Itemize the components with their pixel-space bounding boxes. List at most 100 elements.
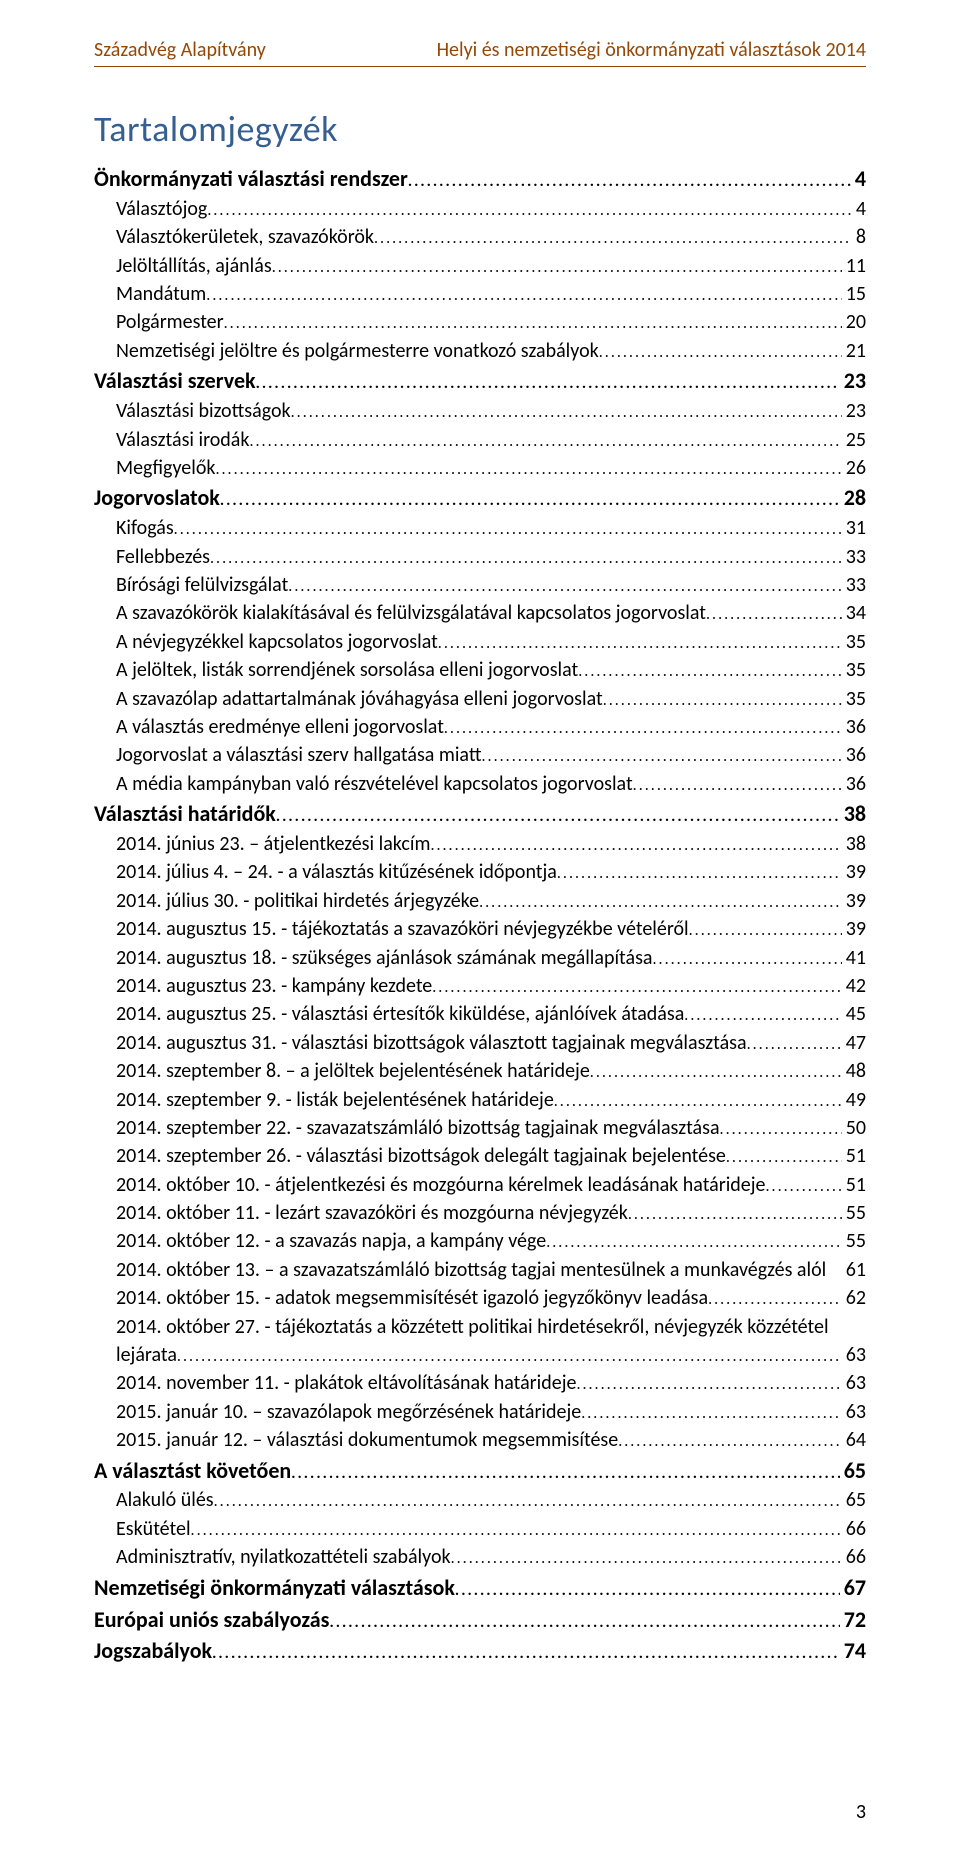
toc-label[interactable]: Alakuló ülés [116,1486,214,1514]
toc-page: 74 [840,1635,866,1667]
toc-page: 33 [842,571,866,599]
toc-page: 39 [842,887,866,915]
toc-label[interactable]: Polgármester [116,308,224,336]
toc-leader [603,690,842,713]
toc-leader [747,1034,842,1057]
toc-label[interactable]: Adminisztratív, nyilatkozattételi szabál… [116,1543,451,1571]
toc-leader [590,1062,842,1085]
toc-label[interactable]: lejárata [116,1341,177,1369]
toc-label[interactable]: 2014. szeptember 8. – a jelöltek bejelen… [116,1057,590,1085]
toc-label[interactable]: 2014. november 11. - plakátok eltávolítá… [116,1369,576,1397]
toc-entry: 2015. január 10. – szavazólapok megőrzés… [94,1398,866,1426]
toc-label[interactable]: Választójog [116,195,207,223]
toc-label[interactable]: 2014. augusztus 31. - választási bizotts… [116,1029,747,1057]
toc-entry: Megfigyelők 26 [94,454,866,482]
toc-page: 63 [842,1341,866,1369]
toc-label[interactable]: 2014. július 4. – 24. - a választás kitű… [116,858,557,886]
toc-label[interactable]: 2014. szeptember 26. - választási bizott… [116,1142,726,1170]
toc-title: Tartalomjegyzék [94,107,866,151]
toc-entry: 2014. október 15. - adatok megsemmisítés… [94,1284,866,1312]
toc-leader [546,1232,842,1255]
toc-label[interactable]: 2014. augusztus 23. - kampány kezdete [116,972,432,1000]
toc-entry: Önkormányzati választási rendszer 4 [94,163,866,195]
toc-leader [291,402,842,425]
toc-label[interactable]: 2014. szeptember 9. - listák bejelentésé… [116,1086,554,1114]
toc-label[interactable]: A szavazólap adattartalmának jóváhagyása… [116,685,603,713]
toc-entry: lejárata 63 [94,1341,866,1369]
toc-entry: Adminisztratív, nyilatkozattételi szabál… [94,1543,866,1571]
toc-label[interactable]: Jogorvoslatok [94,482,220,514]
header-rule [94,66,866,67]
toc-label[interactable]: 2014. október 27. - tájékoztatás a közzé… [116,1313,829,1341]
toc-label[interactable]: 2014. október 13. – a szavazatszámláló b… [116,1256,826,1284]
toc-label[interactable]: Megfigyelők [116,454,215,482]
toc-label[interactable]: 2014. június 23. – átjelentkezési lakcím [116,830,430,858]
toc-entry: 2014. november 11. - plakátok eltávolítá… [94,1369,866,1397]
toc-label[interactable]: Eskütétel [116,1515,191,1543]
toc-label[interactable]: Választási szervek [94,365,256,397]
toc-label[interactable]: Bírósági felülvizsgálat [116,571,288,599]
toc-entry: 2014. október 27. - tájékoztatás a közzé… [94,1313,866,1341]
toc-label[interactable]: A szavazókörök kialakításával és felülvi… [116,599,706,627]
toc-label[interactable]: Választási határidők [94,798,276,830]
toc-leader [599,342,842,365]
toc-leader [479,892,842,915]
toc-label[interactable]: 2015. január 12. – választási dokumentum… [116,1426,618,1454]
toc-label[interactable]: A jelöltek, listák sorrendjének sorsolás… [116,656,578,684]
toc-label[interactable]: Nemzetiségi önkormányzati választások [94,1572,455,1604]
toc-label[interactable]: Európai uniós szabályozás [94,1604,329,1636]
toc-page: 38 [840,798,866,830]
toc-page: 23 [842,397,866,425]
toc-entry: 2015. január 12. – választási dokumentum… [94,1426,866,1454]
toc-entry: Választási határidők 38 [94,798,866,830]
toc-label[interactable]: 2014. július 30. - politikai hirdetés ár… [116,887,479,915]
toc-entry: 2014. szeptember 9. - listák bejelentésé… [94,1086,866,1114]
toc-page: 41 [842,944,866,972]
toc-label[interactable]: 2015. január 10. – szavazólapok megőrzés… [116,1398,581,1426]
toc-entry: 2014. október 12. - a szavazás napja, a … [94,1227,866,1255]
toc-label[interactable]: 2014. október 15. - adatok megsemmisítés… [116,1284,708,1312]
toc-leader [618,1431,842,1454]
toc-entry: 2014. június 23. – átjelentkezési lakcím… [94,830,866,858]
toc-label[interactable]: Választókerületek, szavazókörök [116,223,374,251]
toc-leader [374,228,852,251]
toc-leader [628,1204,842,1227]
toc-label[interactable]: A választást követően [94,1455,291,1487]
toc-leader [174,519,842,542]
toc-page: 62 [842,1284,866,1312]
toc-label[interactable]: 2014. szeptember 22. - szavazatszámláló … [116,1114,720,1142]
toc-page: 72 [840,1604,866,1636]
toc-label[interactable]: 2014. október 10. - átjelentkezési és mo… [116,1171,765,1199]
toc-label[interactable]: A média kampányban való részvételével ka… [116,770,633,798]
toc-label[interactable]: Mandátum [116,280,206,308]
toc-page: 66 [842,1515,866,1543]
toc-label[interactable]: 2014. augusztus 15. - tájékoztatás a sza… [116,915,689,943]
toc-page: 42 [842,972,866,1000]
toc-label[interactable]: 2014. október 11. - lezárt szavazóköri é… [116,1199,628,1227]
toc-page: 39 [842,858,866,886]
toc-label[interactable]: Nemzetiségi jelöltre és polgármesterre v… [116,337,599,365]
toc-label[interactable]: Választási irodák [116,426,249,454]
toc-entry: A választást követően 65 [94,1455,866,1487]
toc-entry: 2014. augusztus 15. - tájékoztatás a sza… [94,915,866,943]
toc-label[interactable]: Jogszabályok [94,1635,212,1667]
toc-page: 48 [842,1057,866,1085]
toc-label[interactable]: Önkormányzati választási rendszer [94,163,408,195]
toc-label[interactable]: 2014. október 12. - a szavazás napja, a … [116,1227,546,1255]
toc-label[interactable]: Fellebbezés [116,543,210,571]
toc-leader [256,372,840,395]
toc-entry: 2014. szeptember 22. - szavazatszámláló … [94,1114,866,1142]
toc-label[interactable]: Jogorvoslat a választási szerv hallgatás… [116,741,482,769]
toc-page: 64 [842,1426,866,1454]
toc-label[interactable]: 2014. augusztus 18. - szükséges ajánláso… [116,944,653,972]
toc-label[interactable]: A névjegyzékkel kapcsolatos jogorvoslat [116,628,438,656]
toc-leader [215,459,841,482]
toc-label[interactable]: Kifogás [116,514,174,542]
toc-leader [726,1147,842,1170]
toc-label[interactable]: Választási bizottságok [116,397,291,425]
toc-label[interactable]: 2014. augusztus 25. - választási értesít… [116,1000,684,1028]
toc-label[interactable]: A választás eredménye elleni jogorvoslat [116,713,444,741]
toc-label[interactable]: Jelöltállítás, ajánlás [116,252,272,280]
toc-page: 15 [842,280,866,308]
toc-leader [408,170,851,193]
